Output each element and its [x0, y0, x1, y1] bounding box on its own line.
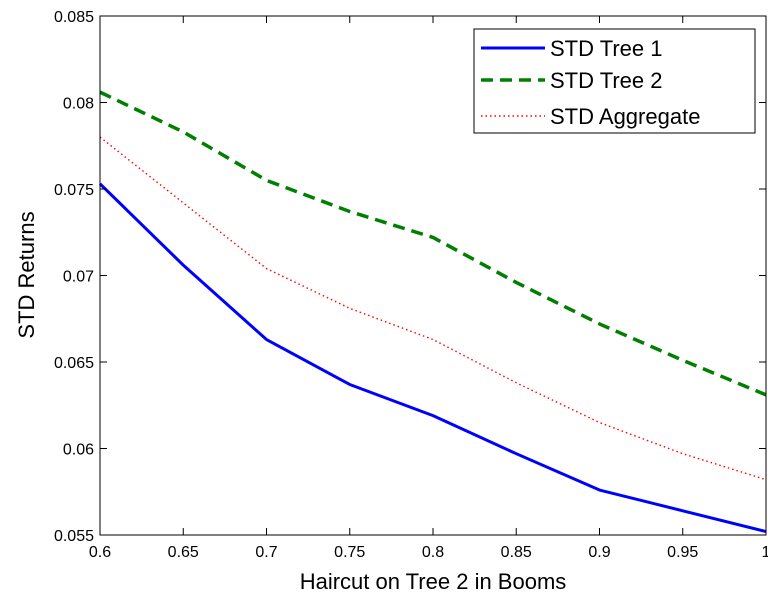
y-tick-label: 0.065	[54, 355, 94, 372]
y-tick-label: 0.08	[63, 96, 94, 113]
y-tick-label: 0.085	[54, 9, 94, 26]
x-tick-label: 0.6	[89, 544, 111, 561]
x-tick-label: 0.65	[168, 544, 199, 561]
plot-frame	[99, 15, 767, 536]
series-line-2	[99, 90, 767, 397]
tick-labels-layer: 0.6 0.65 0.7 0.75 0.8 0.85 0.9 0.95 1 0.055 0.06 0.…	[54, 9, 768, 561]
legend-label-tree1: STD Tree 1	[550, 36, 662, 61]
series-layer	[98, 90, 767, 533]
x-tick-label: 1	[762, 544, 768, 561]
series-line-1	[98, 182, 767, 533]
x-tick-label: 0.75	[334, 544, 365, 561]
legend-label-tree2: STD Tree 2	[550, 68, 662, 93]
x-axis-title: Haircut on Tree 2 in Booms	[300, 569, 567, 594]
y-tick-label: 0.07	[63, 269, 94, 286]
y-tick-label: 0.06	[63, 442, 94, 459]
y-tick-label: 0.055	[54, 528, 94, 545]
x-tick-label: 0.85	[501, 544, 532, 561]
x-tick-label: 0.7	[255, 544, 277, 561]
x-tick-label: 0.9	[588, 544, 610, 561]
x-tick-label: 0.8	[422, 544, 444, 561]
y-tick-label: 0.075	[54, 182, 94, 199]
x-tick-label: 0.95	[667, 544, 698, 561]
legend: STD Tree 1 STD Tree 2 STD Aggregate	[473, 28, 756, 134]
y-axis-title: STD Returns	[14, 211, 39, 338]
legend-label-aggregate: STD Aggregate	[550, 104, 700, 129]
